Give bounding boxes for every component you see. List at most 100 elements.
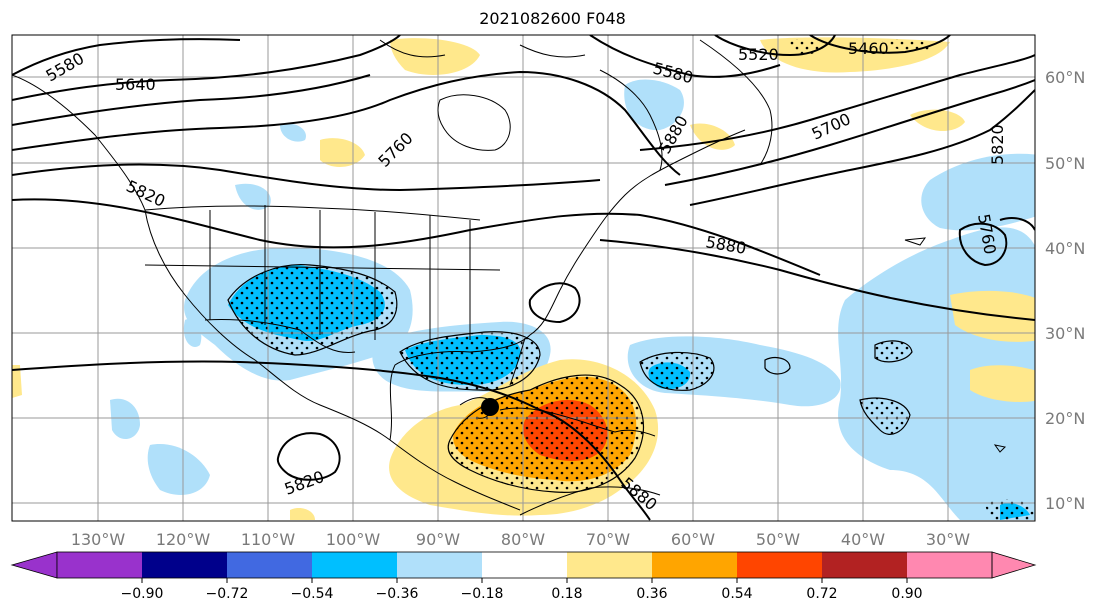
colorbar-frame [56,551,993,579]
contour-label: 5640 [115,75,156,94]
colorbar-bin [907,552,992,578]
coast-hispaniola [614,429,656,437]
contour-5880-gulf [12,360,651,521]
stipple-southwest [228,264,397,355]
lat-label: 10°N [1045,494,1085,513]
border-us-mexico [204,319,356,354]
contour-5880-bermuda [528,282,581,324]
coast-pacific-nw [12,74,391,441]
lon-label: 60°W [671,530,715,549]
anomaly-negative-labrador [624,79,684,131]
lat-label: 20°N [1045,409,1085,428]
island-cape-verde [993,444,1007,453]
contour-5700-east [639,54,1035,151]
lon-label: 50°W [756,530,800,549]
contour-5760-east [664,79,1035,186]
colorbar-bin [397,552,482,578]
anomaly-positive-epac [290,508,315,520]
stipple-gulf [400,331,540,391]
height-contours [12,35,1035,521]
colorbar-tick-label: 0.18 [551,586,582,602]
contour-label: 5460 [848,39,889,58]
storm-marker [481,398,499,416]
anomaly-negative-pacific [110,398,140,440]
outline-central-atl [639,351,715,391]
lon-label: 110°W [241,530,296,549]
anomaly-positive-east-atl-1 [950,290,1035,342]
state-lines [144,205,501,345]
stipple-greenland [785,39,820,55]
anomaly-positive-labrador-sea [690,123,735,150]
contour-5580-west [12,38,241,76]
contour-5460 [809,35,951,54]
anomaly-negative-epac [147,444,210,495]
longitude-labels: 130°W 120°W 110°W 100°W 90°W 80°W 70°W 6… [71,530,970,549]
lon-label: 100°W [326,530,381,549]
coast-east [559,129,746,291]
latitude-labels: 60°N 50°N 40°N 30°N 20°N 10°N [1045,68,1085,513]
lat-label: 50°N [1045,154,1085,173]
map-title: 2021082600 F048 [479,9,626,28]
contour-5820-low [276,432,341,481]
contour-5640 [12,35,401,101]
contour-5880-mid [599,239,1035,321]
coast-florida [509,337,526,386]
contour-label: 5820 [988,124,1007,165]
colorbar-tick-label: −0.90 [121,586,164,602]
border-us-canada [144,205,481,221]
colorbar-bin [652,552,737,578]
lon-label: 30°W [926,530,970,549]
coastlines [12,39,1007,516]
anomaly-positive-hudson [320,138,365,167]
colorbar-bin [482,552,567,578]
significance-outlines [227,263,913,493]
coast-hudson-bay [437,94,511,151]
contour-5580-east [589,35,781,78]
lon-label: 40°W [841,530,885,549]
lon-label: 120°W [156,530,211,549]
coast-gulf [389,289,561,441]
colorbar-tick-label: 0.90 [891,586,922,602]
stipple-east-2 [860,398,910,435]
lon-label: 130°W [71,530,126,549]
anomaly-positive-east-atl-2 [970,365,1035,402]
coast-greenland [699,39,773,166]
contour-5820-east [689,89,1035,206]
lon-label: 80°W [501,530,545,549]
colorbar-ticks [141,578,908,583]
contour-5760-west [12,70,681,176]
contour-5760-atl [958,222,1008,267]
colorbar: −0.90 −0.72 −0.54 −0.36 −0.18 0.18 0.36 … [10,551,1037,602]
lon-label: 90°W [416,530,460,549]
colorbar-bin [737,552,822,578]
map-border [11,34,1036,522]
anomaly-negative-plains [235,183,271,210]
lat-label: 40°N [1045,239,1085,258]
outline-caribbean [447,374,644,493]
colorbar-bin [57,552,142,578]
coast-cuba [499,407,616,433]
contour-label: 5520 [738,45,779,64]
colorbar-bin [567,552,652,578]
colorbar-tick-label: 0.36 [636,586,667,602]
stipple-central-atl [640,352,714,391]
colorbar-extend-low [10,551,58,579]
island-azores [904,237,927,246]
stipple-east-1 [875,340,912,362]
colorbar-tick-label: 0.54 [721,586,752,602]
colorbar-tick-label: −0.36 [376,586,419,602]
anomaly-negative-gulf-of-alaska [280,123,306,142]
colorbar-tick-label: 0.72 [806,586,837,602]
contour-5820-west [12,163,601,192]
outline-southwest [227,263,398,356]
colorbar-bin [822,552,907,578]
colorbar-tick-label: −0.54 [291,586,334,602]
lon-label: 70°W [586,530,630,549]
anomaly-negative-north-atl [921,153,1035,231]
contour-5880-west [12,198,821,276]
contour-5700 [12,74,371,126]
anomaly-positive-west-edge [12,365,22,398]
outline-east-1 [874,340,913,363]
stipple-east-3 [985,498,1035,520]
